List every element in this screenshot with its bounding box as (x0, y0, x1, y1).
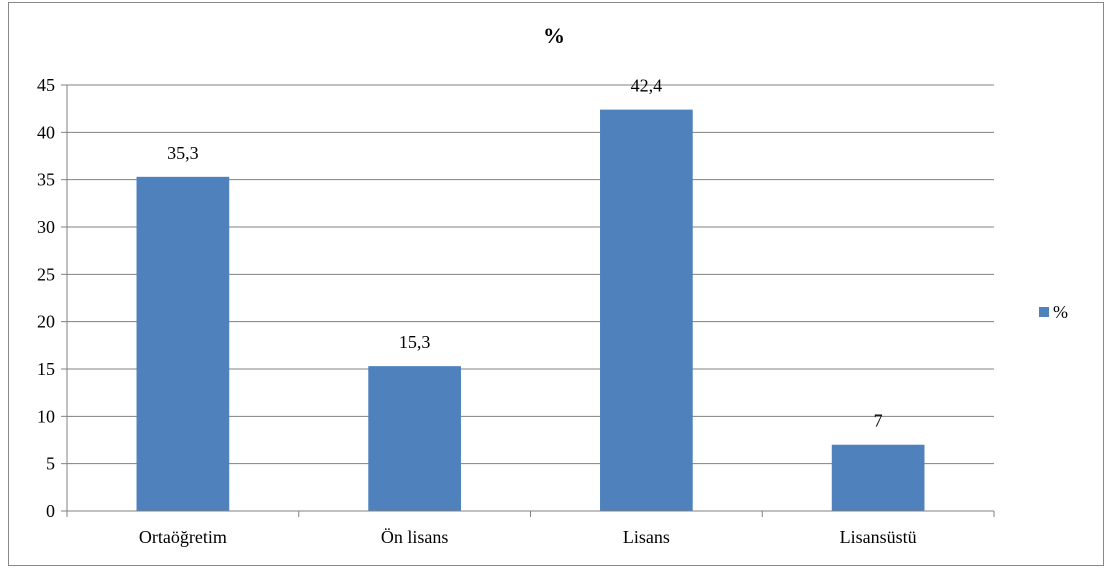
x-tick-label: Lisansüstü (840, 527, 917, 547)
bars (136, 109, 925, 511)
y-tick-label: 40 (37, 122, 55, 142)
bar (831, 444, 925, 511)
y-tick-label: 0 (46, 501, 55, 521)
y-tick-label: 35 (37, 170, 55, 190)
y-tick-label: 15 (37, 359, 55, 379)
x-tick-label: Ortaöğretim (139, 527, 227, 547)
axes (61, 84, 995, 517)
data-label: 35,3 (167, 143, 199, 163)
chart-frame: % 0 5 10 15 20 25 30 35 40 45 35,3 Ortaöğretim 15,3 Ö… (8, 2, 1104, 566)
bar-chart: % 0 5 10 15 20 25 30 35 40 45 35,3 Ortaöğretim 15,3 Ö… (37, 23, 1068, 547)
y-tick-label: 45 (37, 75, 55, 95)
y-tick-label: 5 (46, 454, 55, 474)
legend-label: % (1053, 302, 1068, 322)
bar (600, 109, 693, 511)
legend: % (1039, 302, 1068, 322)
labels: 0 5 10 15 20 25 30 35 40 45 35,3 Ortaöğretim 15,3 Ön … (37, 75, 917, 547)
y-tick-label: 30 (37, 217, 55, 237)
y-tick-label: 10 (37, 406, 55, 426)
bar (368, 366, 461, 511)
data-label: 15,3 (399, 332, 431, 352)
y-tick-label: 20 (37, 312, 55, 332)
data-label: 7 (874, 411, 883, 431)
chart-title: % (543, 23, 565, 48)
legend-swatch (1039, 307, 1049, 317)
x-tick-label: Ön lisans (381, 527, 449, 547)
bar (136, 176, 230, 511)
data-label: 42,4 (631, 76, 663, 96)
x-tick-label: Lisans (623, 527, 670, 547)
y-tick-label: 25 (37, 264, 55, 284)
